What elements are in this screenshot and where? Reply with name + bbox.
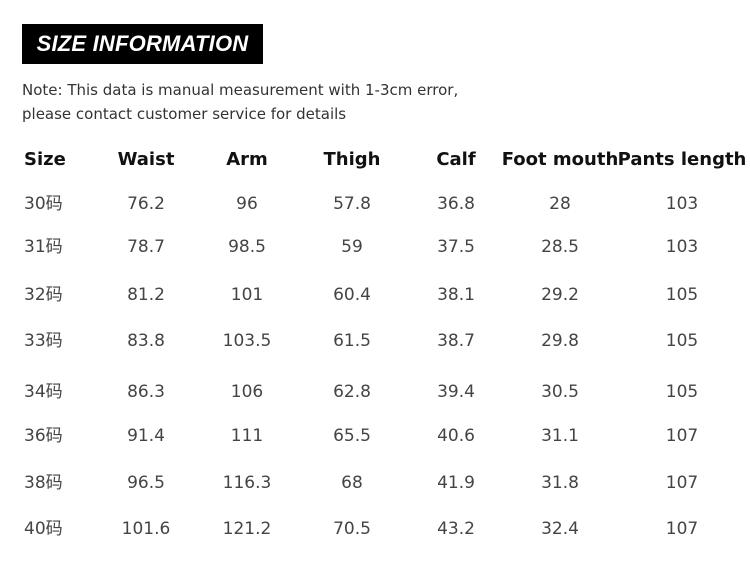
table-cell: 103.5 xyxy=(222,331,272,351)
table-cell: 65.5 xyxy=(333,426,371,446)
table-cell: 38.1 xyxy=(437,285,475,305)
row-size-label: 33码 xyxy=(24,331,63,351)
table-cell: 103 xyxy=(665,237,699,257)
table-cell: 78.7 xyxy=(127,237,165,257)
table-cell: 81.2 xyxy=(127,285,165,305)
note-line-2: please contact customer service for deta… xyxy=(22,105,347,123)
table-cell: 31.1 xyxy=(541,426,579,446)
table-cell: 57.8 xyxy=(333,194,371,214)
table-cell: 107 xyxy=(665,426,699,446)
row-size-label: 34码 xyxy=(24,382,63,402)
table-cell: 98.5 xyxy=(228,237,266,257)
table-cell: 29.8 xyxy=(541,331,579,351)
table-cell: 37.5 xyxy=(437,237,475,257)
table-cell: 70.5 xyxy=(333,519,371,539)
table-cell: 116.3 xyxy=(222,473,272,493)
row-size-label: 30码 xyxy=(24,194,63,214)
table-cell: 83.8 xyxy=(127,331,165,351)
table-cell: 91.4 xyxy=(127,426,165,446)
header-pants-length: Pants length xyxy=(617,149,747,170)
table-cell: 106 xyxy=(230,382,264,402)
table-cell: 62.8 xyxy=(333,382,371,402)
row-size-label: 31码 xyxy=(24,237,63,257)
header-arm: Arm xyxy=(226,149,268,170)
table-cell: 38.7 xyxy=(437,331,475,351)
row-size-label: 40码 xyxy=(24,519,63,539)
header-calf: Calf xyxy=(436,149,476,170)
table-cell: 105 xyxy=(665,285,699,305)
table-cell: 59 xyxy=(341,237,363,257)
table-cell: 96 xyxy=(236,194,258,214)
table-cell: 30.5 xyxy=(541,382,579,402)
table-cell: 107 xyxy=(665,519,699,539)
table-cell: 103 xyxy=(665,194,699,214)
header-waist: Waist xyxy=(117,149,175,170)
row-size-label: 38码 xyxy=(24,473,63,493)
table-cell: 31.8 xyxy=(541,473,579,493)
table-cell: 61.5 xyxy=(333,331,371,351)
note-line-1: Note: This data is manual measurement wi… xyxy=(22,81,459,99)
table-cell: 76.2 xyxy=(127,194,165,214)
table-cell: 29.2 xyxy=(541,285,579,305)
table-cell: 36.8 xyxy=(437,194,475,214)
table-cell: 40.6 xyxy=(437,426,475,446)
row-size-label: 36码 xyxy=(24,426,63,446)
table-cell: 101.6 xyxy=(121,519,171,539)
table-cell: 32.4 xyxy=(541,519,579,539)
table-cell: 41.9 xyxy=(437,473,475,493)
table-cell: 105 xyxy=(665,331,699,351)
header-foot-mouth: Foot mouth xyxy=(501,149,619,170)
measurement-note: Note: This data is manual measurement wi… xyxy=(22,78,458,126)
row-size-label: 32码 xyxy=(24,285,63,305)
table-cell: 96.5 xyxy=(127,473,165,493)
table-cell: 28 xyxy=(549,194,571,214)
table-cell: 68 xyxy=(341,473,363,493)
table-cell: 121.2 xyxy=(222,519,272,539)
table-cell: 111 xyxy=(230,426,264,446)
table-cell: 105 xyxy=(665,382,699,402)
section-title-banner: SIZE INFORMATION xyxy=(22,24,263,64)
table-cell: 86.3 xyxy=(127,382,165,402)
table-cell: 39.4 xyxy=(437,382,475,402)
table-cell: 101 xyxy=(230,285,264,305)
table-cell: 28.5 xyxy=(541,237,579,257)
section-title: SIZE INFORMATION xyxy=(36,31,249,56)
header-thigh: Thigh xyxy=(323,149,381,170)
table-cell: 60.4 xyxy=(333,285,371,305)
header-size: Size xyxy=(24,149,66,170)
table-cell: 43.2 xyxy=(437,519,475,539)
table-cell: 107 xyxy=(665,473,699,493)
